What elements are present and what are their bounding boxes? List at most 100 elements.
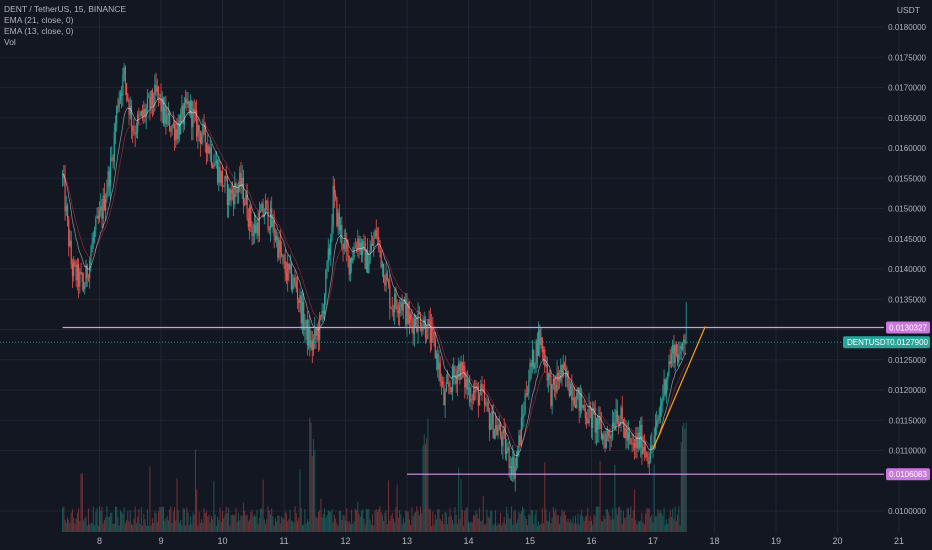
volume-bar bbox=[244, 510, 246, 532]
legend-ema21[interactable]: EMA (21, close, 0) bbox=[4, 15, 74, 25]
volume-bar bbox=[453, 523, 455, 532]
candle-body bbox=[253, 224, 256, 234]
candle-body bbox=[220, 170, 222, 183]
candle-body bbox=[418, 311, 420, 315]
volume-bar bbox=[100, 510, 102, 532]
candle-body bbox=[119, 93, 122, 100]
volume-bar bbox=[405, 510, 407, 532]
candle-body bbox=[316, 329, 318, 336]
time-axis[interactable]: 8 9 10 11 12 13 14 15 16 17 18 19 20 21 bbox=[97, 536, 904, 546]
volume-bar bbox=[479, 507, 481, 532]
candle-body bbox=[137, 114, 139, 133]
candle-body bbox=[315, 328, 317, 336]
candle-body bbox=[141, 110, 144, 117]
y-tick-label: 0.0150000 bbox=[888, 205, 926, 214]
trendline[interactable] bbox=[652, 326, 706, 450]
candle-body bbox=[395, 293, 397, 306]
volume-bar bbox=[613, 519, 615, 532]
legend-ema13[interactable]: EMA (13, close, 0) bbox=[4, 26, 74, 36]
candle-body bbox=[456, 370, 459, 384]
volume-bar bbox=[247, 521, 249, 532]
candle-body bbox=[642, 446, 644, 454]
volume-bar bbox=[175, 520, 177, 532]
candle-body bbox=[209, 147, 211, 154]
candle-body bbox=[399, 306, 401, 314]
volume-bar bbox=[150, 525, 152, 532]
candle-body bbox=[534, 363, 536, 369]
volume-bar bbox=[568, 522, 570, 532]
volume-bar bbox=[552, 507, 554, 532]
candle-body bbox=[210, 147, 213, 165]
volume-bar bbox=[203, 508, 205, 532]
candle-body bbox=[287, 263, 289, 281]
candle-body bbox=[351, 258, 353, 263]
volume-bar bbox=[215, 525, 217, 532]
candle-body bbox=[64, 176, 66, 212]
volume-bar bbox=[385, 510, 387, 532]
volume-bar bbox=[522, 506, 524, 532]
candle-body bbox=[450, 387, 452, 393]
candle-body bbox=[80, 272, 82, 274]
candle-body bbox=[172, 123, 174, 126]
candle-body bbox=[107, 171, 109, 192]
candle-body bbox=[146, 97, 149, 109]
candle-body bbox=[251, 226, 253, 236]
volume-bar bbox=[509, 518, 511, 532]
candle-body bbox=[363, 241, 365, 243]
candle-body bbox=[269, 208, 272, 230]
volume-bar bbox=[274, 518, 276, 532]
volume-bar bbox=[392, 518, 394, 532]
volume-bar bbox=[475, 510, 477, 532]
volume-bar bbox=[622, 510, 624, 532]
volume-bar bbox=[563, 510, 565, 532]
volume-bar bbox=[616, 514, 618, 532]
volume-bar bbox=[103, 520, 105, 532]
volume-bar bbox=[656, 515, 658, 532]
volume-bar bbox=[265, 524, 267, 532]
volume-bar bbox=[143, 513, 145, 532]
candle-body bbox=[235, 183, 237, 190]
volume-bar bbox=[520, 511, 522, 532]
candle-body bbox=[65, 205, 67, 212]
candle-body bbox=[360, 242, 363, 255]
candle-body bbox=[390, 307, 392, 309]
candle-body bbox=[384, 282, 386, 286]
volume-bar bbox=[583, 520, 585, 532]
volume-bar bbox=[308, 521, 310, 532]
volume-bar bbox=[610, 519, 612, 532]
candle-body bbox=[348, 255, 350, 275]
volume-bar bbox=[304, 509, 306, 532]
volume-bar bbox=[229, 525, 231, 532]
volume-bar bbox=[245, 515, 247, 532]
candle-body bbox=[69, 240, 71, 246]
candle-body bbox=[679, 346, 681, 355]
y-tick-label: 0.0120000 bbox=[888, 386, 926, 395]
volume-bar bbox=[336, 523, 338, 532]
candle-body bbox=[598, 415, 600, 430]
candle-body bbox=[524, 393, 526, 414]
volume-bar bbox=[102, 523, 104, 532]
volume-bar bbox=[421, 513, 423, 532]
candle-body bbox=[304, 327, 306, 330]
candle-body bbox=[96, 215, 98, 219]
volume-bar bbox=[372, 514, 374, 532]
volume-bar bbox=[301, 525, 303, 532]
candle-body bbox=[454, 374, 456, 377]
volume-bar bbox=[235, 507, 237, 532]
volume-bar bbox=[349, 523, 351, 532]
volume-bar bbox=[190, 516, 192, 532]
volume-bar bbox=[338, 510, 340, 532]
candle-body bbox=[292, 285, 294, 289]
legend-volume[interactable]: Vol bbox=[4, 37, 16, 47]
candle-body bbox=[148, 96, 150, 98]
candle-body bbox=[503, 430, 505, 434]
candle-body bbox=[576, 393, 578, 409]
candle-body bbox=[471, 399, 473, 400]
candle-body bbox=[549, 373, 551, 377]
candle-body bbox=[535, 340, 537, 364]
volume-bar bbox=[357, 501, 359, 532]
volume-bar bbox=[207, 516, 209, 532]
candle-body bbox=[260, 211, 262, 213]
legend-symbol[interactable]: DENT / TetherUS, 15, BINANCE bbox=[4, 4, 127, 14]
